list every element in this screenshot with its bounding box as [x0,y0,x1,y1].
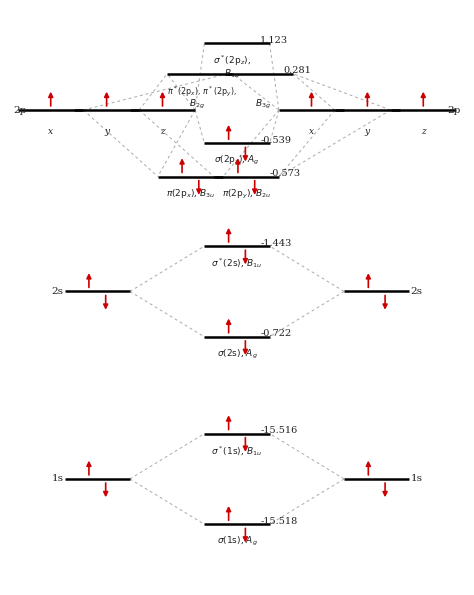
Text: y: y [365,127,370,136]
Text: z: z [421,127,426,136]
Text: 1s: 1s [52,474,64,484]
Text: $B_{1u}$: $B_{1u}$ [224,68,240,80]
Text: -15.518: -15.518 [260,517,298,526]
Text: -0.573: -0.573 [270,169,301,178]
Text: x: x [309,127,314,136]
Text: 2p: 2p [447,105,460,114]
Text: 2s: 2s [410,287,422,296]
Text: z: z [160,127,165,136]
Text: $\sigma^*(2\mathrm{p}_z)$,: $\sigma^*(2\mathrm{p}_z)$, [213,53,251,68]
Text: $\sigma(2\mathrm{p}_z)$, $A_g$: $\sigma(2\mathrm{p}_z)$, $A_g$ [214,154,260,167]
Text: $\sigma^*(1\mathrm{s})$, $B_{1u}$: $\sigma^*(1\mathrm{s})$, $B_{1u}$ [211,444,263,458]
Text: $\pi^*(2\mathrm{p}_x)$, $\pi^*(2\mathrm{p}_y)$,: $\pi^*(2\mathrm{p}_x)$, $\pi^*(2\mathrm{… [167,84,237,99]
Text: -15.516: -15.516 [260,426,298,435]
Text: $\pi(2\mathrm{p}_y)$, $B_{2u}$: $\pi(2\mathrm{p}_y)$, $B_{2u}$ [221,187,271,201]
Text: -0.722: -0.722 [260,329,292,339]
Text: $B_{3g}$: $B_{3g}$ [255,98,271,111]
Text: -0.539: -0.539 [260,136,292,145]
Text: $\sigma^*(2\mathrm{s})$, $B_{1u}$: $\sigma^*(2\mathrm{s})$, $B_{1u}$ [211,257,263,270]
Text: -1.443: -1.443 [260,239,292,248]
Text: $\sigma(1\mathrm{s})$, $A_g$: $\sigma(1\mathrm{s})$, $A_g$ [217,535,257,548]
Text: 0.281: 0.281 [283,66,311,75]
Text: 2s: 2s [52,287,64,296]
Text: $\pi(2\mathrm{p}_x)$, $B_{3u}$: $\pi(2\mathrm{p}_x)$, $B_{3u}$ [165,187,215,201]
Text: 1.123: 1.123 [260,36,288,45]
Text: y: y [104,127,109,136]
Text: 1s: 1s [410,474,422,484]
Text: $B_{2g}$: $B_{2g}$ [190,98,205,111]
Text: 2p: 2p [14,105,27,114]
Text: x: x [48,127,53,136]
Text: $\sigma(2\mathrm{s})$, $A_g$: $\sigma(2\mathrm{s})$, $A_g$ [217,347,257,361]
